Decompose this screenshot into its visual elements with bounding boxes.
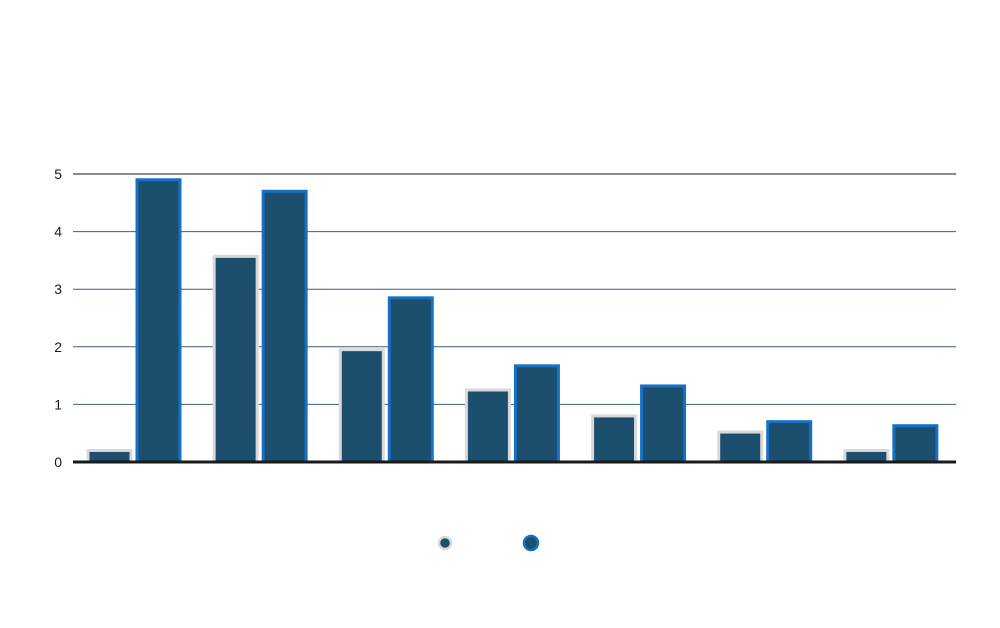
bar-series-1 <box>464 388 511 464</box>
y-tick-label: 5 <box>54 166 62 182</box>
bar-series-2 <box>261 189 308 464</box>
bar-series-2 <box>892 424 939 464</box>
y-axis-ticks: 0 1 2 3 4 5 <box>54 166 62 470</box>
bar-series-1 <box>86 448 133 464</box>
bar-series-2 <box>640 384 687 464</box>
y-tick-label: 4 <box>54 224 62 240</box>
bar-series-2 <box>766 420 813 464</box>
bar-series-2 <box>513 364 560 464</box>
y-tick-label: 1 <box>54 396 62 412</box>
bar-series-1 <box>717 430 764 464</box>
bar-series-2 <box>387 296 434 464</box>
bars <box>86 178 939 464</box>
y-tick-label: 2 <box>54 339 62 355</box>
bar-series-2 <box>135 178 182 464</box>
bar-series-1 <box>338 348 385 464</box>
y-tick-label: 3 <box>54 281 62 297</box>
bar-series-1 <box>591 414 638 464</box>
bar-series-1 <box>843 448 890 464</box>
legend <box>437 534 540 552</box>
legend-marker-series-1 <box>437 535 453 551</box>
legend-marker-series-2 <box>522 534 540 552</box>
bar-series-1 <box>212 254 259 464</box>
y-tick-label: 0 <box>54 454 62 470</box>
